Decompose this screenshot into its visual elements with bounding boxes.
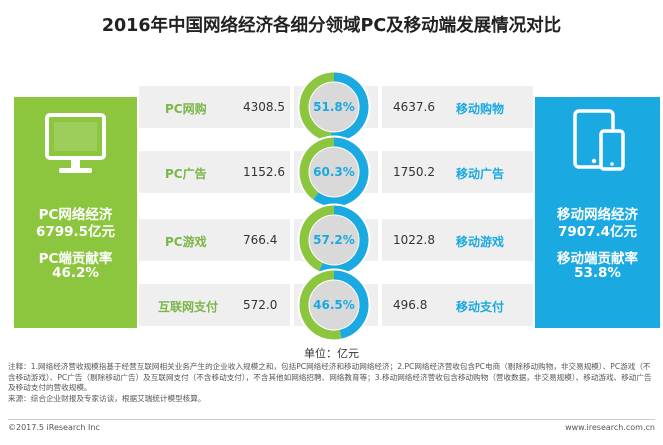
donut-pc-slice bbox=[299, 137, 335, 200]
donut-mobile-slice bbox=[333, 270, 369, 339]
pc-value: 766.4 bbox=[243, 233, 278, 247]
mobile-total: 7907.4亿元 bbox=[557, 224, 638, 240]
donut-4 bbox=[297, 268, 371, 342]
mobile-value: 1750.2 bbox=[393, 165, 435, 179]
donut-pc-slice bbox=[299, 270, 342, 340]
pc-rate: 46.2% bbox=[52, 265, 99, 281]
pc-rate-label: PC端贡献率 bbox=[38, 251, 113, 267]
chart-title: 2016年中国网络经济各细分领域PC及移动端发展情况对比 bbox=[101, 16, 562, 36]
monitor-icon bbox=[14, 105, 137, 183]
donut-mobile-slice bbox=[313, 137, 369, 207]
mobile-share: 46.5% bbox=[313, 298, 355, 312]
donut-center bbox=[309, 280, 359, 330]
mobile-category: 移动游戏 bbox=[456, 235, 505, 249]
footer: ©2017.5 iResearch Inc www.iresearch.com.… bbox=[8, 419, 655, 432]
divider bbox=[290, 86, 294, 326]
mobile-rate-label: 移动端贡献率 bbox=[557, 251, 638, 267]
website: www.iresearch.com.cn bbox=[565, 423, 655, 432]
donut-3 bbox=[297, 203, 371, 277]
mobile-share: 51.8% bbox=[313, 100, 355, 114]
donut-2 bbox=[297, 135, 371, 209]
mobile-share: 60.3% bbox=[313, 165, 355, 179]
tablet-phone-icon bbox=[535, 105, 660, 183]
unit-label: 单位：亿元 bbox=[304, 347, 359, 360]
mobile-panel: 移动网络经济 7907.4亿元 移动端贡献率 53.8% bbox=[535, 97, 660, 328]
donut-mobile-slice bbox=[330, 72, 369, 142]
mobile-value: 496.8 bbox=[393, 298, 428, 312]
copyright: ©2017.5 iResearch Inc bbox=[8, 423, 100, 432]
pc-label: PC网络经济 bbox=[38, 207, 113, 223]
pc-total: 6799.5亿元 bbox=[35, 224, 116, 240]
donut-center bbox=[309, 215, 359, 265]
donut-center bbox=[309, 82, 359, 132]
pc-category: PC游戏 bbox=[165, 235, 207, 249]
mobile-share: 57.2% bbox=[313, 233, 355, 247]
divider bbox=[378, 86, 382, 326]
mobile-value: 1022.8 bbox=[393, 233, 435, 247]
notes: 注释：1.网络经济营收规模指基于经营互联网相关业务产生的企业收入规模之和，包括P… bbox=[8, 362, 658, 404]
mobile-label: 移动网络经济 bbox=[557, 207, 638, 223]
notes-text: 注释：1.网络经济营收规模指基于经营互联网相关业务产生的企业收入规模之和，包括P… bbox=[8, 362, 652, 392]
pc-value: 572.0 bbox=[243, 298, 278, 312]
pc-value: 4308.5 bbox=[243, 100, 285, 114]
mobile-category: 移动广告 bbox=[456, 167, 505, 181]
source-text: 来源：综合企业财报及专家访谈，根据艾瑞统计模型核算。 bbox=[8, 393, 206, 403]
pc-value: 1152.6 bbox=[243, 165, 285, 179]
donut-pc-slice bbox=[299, 72, 335, 142]
mobile-rate: 53.8% bbox=[574, 265, 621, 281]
donut-center bbox=[309, 147, 359, 197]
pc-category: 互联网支付 bbox=[158, 300, 219, 314]
pc-category: PC广告 bbox=[165, 167, 207, 181]
pc-panel: PC网络经济 6799.5亿元 PC端贡献率 46.2% bbox=[14, 97, 137, 328]
mobile-category: 移动购物 bbox=[456, 102, 505, 116]
donut-1 bbox=[297, 70, 371, 144]
donut-pc-slice bbox=[299, 205, 335, 272]
mobile-category: 移动支付 bbox=[456, 300, 505, 314]
mobile-value: 4637.6 bbox=[393, 100, 435, 114]
pc-category: PC网购 bbox=[165, 102, 207, 116]
